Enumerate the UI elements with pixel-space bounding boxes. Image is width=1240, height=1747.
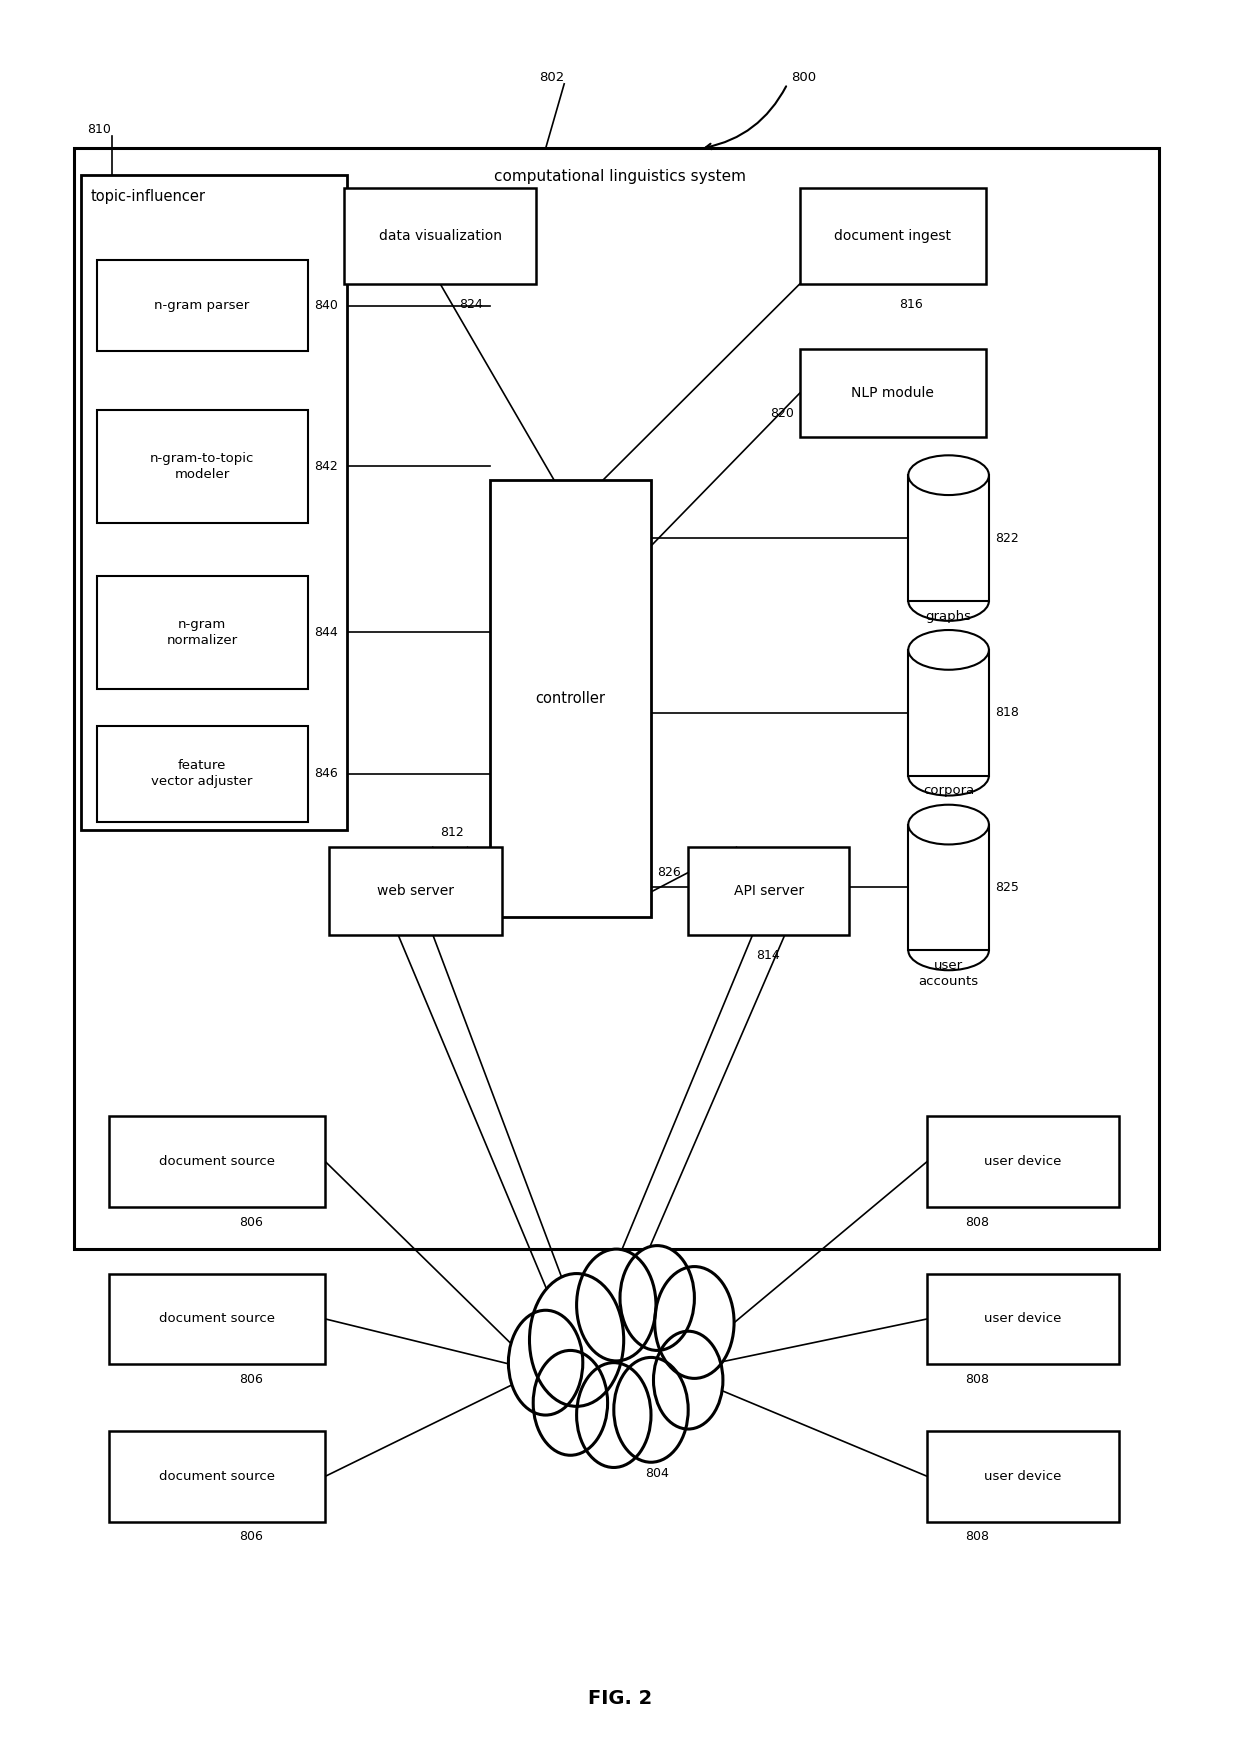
Text: 806: 806 [238,1216,263,1228]
FancyBboxPatch shape [97,260,308,351]
FancyBboxPatch shape [926,1116,1118,1207]
Ellipse shape [908,631,990,669]
Text: 810: 810 [87,124,110,136]
Text: user
accounts: user accounts [919,959,978,989]
FancyBboxPatch shape [109,1274,325,1364]
Circle shape [655,1267,734,1378]
Text: FIG. 2: FIG. 2 [588,1689,652,1707]
Text: user device: user device [985,1469,1061,1483]
Text: 802: 802 [539,72,564,84]
Text: controller: controller [536,692,605,706]
Text: 808: 808 [965,1216,990,1228]
Text: user device: user device [985,1155,1061,1169]
Text: n-gram parser: n-gram parser [155,299,249,313]
Ellipse shape [908,456,990,494]
Text: web server: web server [377,884,454,898]
Text: computational linguistics system: computational linguistics system [494,169,746,185]
Text: 842: 842 [314,459,337,473]
Circle shape [577,1249,656,1361]
Text: document ingest: document ingest [835,229,951,243]
Text: corpora: corpora [923,784,975,797]
FancyBboxPatch shape [97,411,308,524]
FancyBboxPatch shape [97,577,308,688]
Text: document source: document source [159,1312,275,1326]
FancyBboxPatch shape [97,727,308,821]
Text: document source: document source [159,1469,275,1483]
Text: 822: 822 [994,531,1019,545]
Text: 814: 814 [756,949,780,961]
Ellipse shape [908,805,990,844]
FancyBboxPatch shape [908,650,990,776]
Text: 825: 825 [994,880,1019,894]
Text: document source: document source [159,1155,275,1169]
Text: 840: 840 [314,299,337,313]
Text: 846: 846 [314,767,337,781]
Text: 818: 818 [994,706,1019,720]
Text: 826: 826 [657,867,681,879]
FancyBboxPatch shape [800,349,986,437]
Text: topic-influencer: topic-influencer [91,189,206,204]
Text: 844: 844 [314,625,337,639]
Text: NLP module: NLP module [852,386,934,400]
Text: 824: 824 [459,297,484,311]
Text: 820: 820 [770,407,794,419]
Circle shape [508,1310,583,1415]
Text: 808: 808 [965,1530,990,1543]
Circle shape [620,1246,694,1350]
Text: 800: 800 [791,72,816,84]
Circle shape [533,1350,608,1455]
FancyBboxPatch shape [343,187,536,285]
Circle shape [653,1331,723,1429]
FancyBboxPatch shape [688,847,849,935]
Circle shape [577,1363,651,1467]
Text: 804: 804 [645,1467,668,1480]
Text: 806: 806 [238,1530,263,1543]
Text: graphs: graphs [925,610,972,622]
FancyBboxPatch shape [908,825,990,950]
Text: n-gram-to-topic
modeler: n-gram-to-topic modeler [150,452,254,480]
Text: 808: 808 [965,1373,990,1385]
FancyBboxPatch shape [926,1431,1118,1522]
Circle shape [529,1274,624,1406]
Text: 806: 806 [238,1373,263,1385]
FancyBboxPatch shape [926,1274,1118,1364]
Text: 812: 812 [440,826,464,839]
Text: data visualization: data visualization [378,229,502,243]
FancyBboxPatch shape [490,480,651,917]
Text: feature
vector adjuster: feature vector adjuster [151,760,253,788]
Text: user device: user device [985,1312,1061,1326]
Text: 816: 816 [899,297,923,311]
FancyBboxPatch shape [908,475,990,601]
Text: API server: API server [734,884,804,898]
Circle shape [614,1357,688,1462]
FancyBboxPatch shape [74,148,1159,1249]
FancyBboxPatch shape [109,1431,325,1522]
FancyBboxPatch shape [800,187,986,285]
FancyBboxPatch shape [81,175,347,830]
Text: n-gram
normalizer: n-gram normalizer [166,618,238,646]
FancyBboxPatch shape [329,847,502,935]
FancyBboxPatch shape [109,1116,325,1207]
